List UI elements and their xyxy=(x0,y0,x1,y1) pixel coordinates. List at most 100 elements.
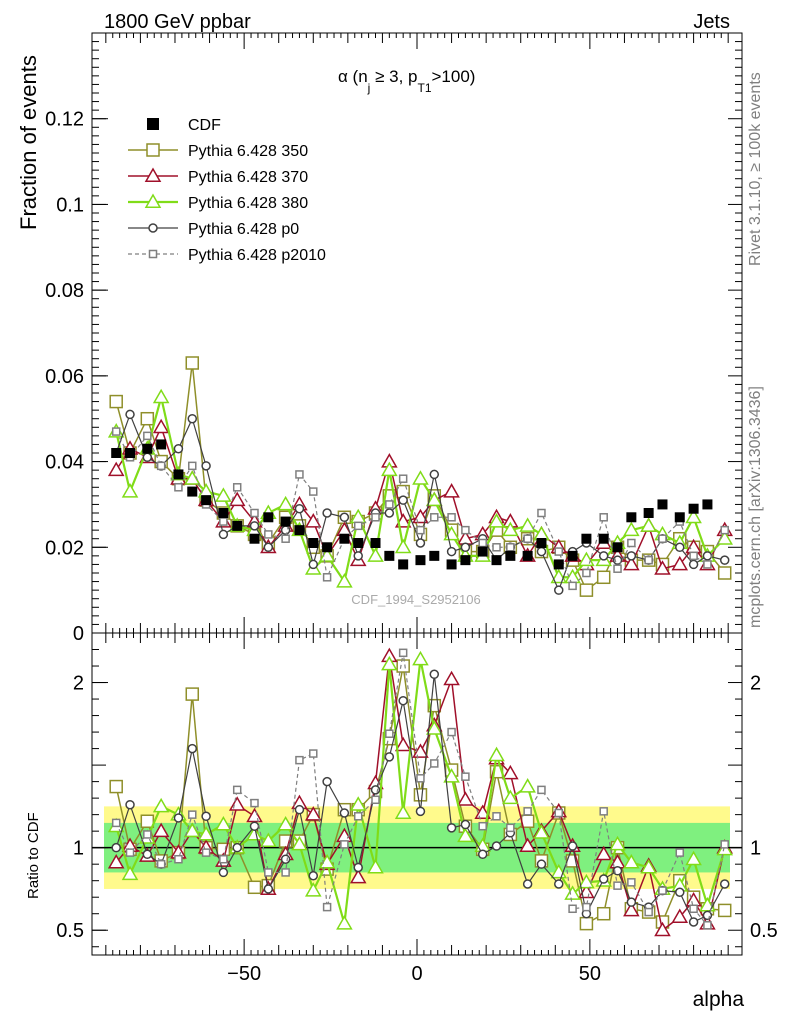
data-point xyxy=(447,513,456,522)
legend-marker xyxy=(148,249,158,259)
y-tick-label: 0.04 xyxy=(45,452,84,474)
y-axis-label-top: Fraction of events xyxy=(16,55,41,230)
data-point xyxy=(152,418,170,434)
legend-label: Pythia 6.428 350 xyxy=(188,143,308,160)
data-point xyxy=(416,525,425,535)
y-tick-label: 1 xyxy=(73,838,84,860)
ratio-point xyxy=(394,736,412,752)
y-tick-label: 2 xyxy=(73,673,84,695)
ratio-point xyxy=(304,806,322,821)
ratio-point xyxy=(658,886,667,895)
ratio-point xyxy=(502,764,519,780)
ratio-point xyxy=(381,655,398,671)
ratio-point xyxy=(685,850,702,866)
data-point xyxy=(109,394,123,409)
data-point xyxy=(381,461,398,477)
data-point xyxy=(460,542,471,553)
ratio-point xyxy=(183,822,201,838)
data-point xyxy=(720,525,729,535)
y-tick-label: 0.08 xyxy=(45,280,84,302)
legend-label: Pythia 6.428 380 xyxy=(188,195,308,212)
ratio-point xyxy=(654,921,671,937)
data-point xyxy=(232,483,242,492)
ratio-point xyxy=(519,837,536,853)
data-point xyxy=(658,534,667,543)
data-point xyxy=(519,517,536,532)
data-point xyxy=(371,513,380,522)
ratio-point xyxy=(201,848,211,857)
ratio-point xyxy=(457,827,474,843)
ratio-point xyxy=(703,921,712,930)
main-plot: 0 0.02 0.04 0.06 0.08 0.1 0.12 xyxy=(45,32,743,645)
ratio-point xyxy=(264,868,273,877)
ratio-point xyxy=(568,904,577,914)
cdf-point xyxy=(187,486,198,497)
ratio-point xyxy=(689,904,698,914)
ratio-point xyxy=(349,796,367,811)
ratio-point xyxy=(111,842,121,853)
data-point xyxy=(568,581,577,591)
data-point xyxy=(250,508,259,518)
data-point xyxy=(152,388,170,404)
ratio-point xyxy=(219,854,228,864)
title-ge: ≥ 3, p xyxy=(370,67,417,86)
ratio-point xyxy=(140,814,155,828)
ratio-point xyxy=(398,648,408,658)
y-axis-label-bottom: Ratio to CDF xyxy=(25,812,42,899)
y-tick-label-right: 1 xyxy=(750,838,761,860)
ratio-point xyxy=(567,841,578,851)
ratio-point xyxy=(491,841,502,851)
ratio-point xyxy=(322,902,332,912)
data-point xyxy=(425,491,443,507)
ratio-point xyxy=(398,695,408,706)
data-point xyxy=(554,547,564,556)
cdf-point xyxy=(626,512,637,523)
ratio-point xyxy=(595,845,612,861)
cdf-point xyxy=(598,533,609,544)
ratio-point xyxy=(156,859,166,869)
cdf-point xyxy=(505,550,516,561)
data-point xyxy=(385,500,394,509)
ratio-point xyxy=(446,823,457,833)
cdf-point xyxy=(111,448,122,458)
legend-marker xyxy=(146,143,160,157)
ratio-point xyxy=(623,901,640,917)
ratio-point xyxy=(492,812,501,821)
ratio-point xyxy=(671,908,689,924)
cdf-point xyxy=(280,516,291,527)
cdf-point xyxy=(370,538,381,548)
data-point xyxy=(394,538,412,554)
data-point xyxy=(488,513,505,528)
header-jets: Jets xyxy=(693,11,730,33)
ratio-point xyxy=(416,774,425,783)
ratio-point xyxy=(533,824,550,839)
data-point xyxy=(277,495,294,511)
legend-label: Pythia 6.428 p0 xyxy=(188,221,299,238)
x-tick-label: −50 xyxy=(227,963,261,985)
ratio-point xyxy=(506,823,515,833)
data-point xyxy=(688,559,699,570)
data-point xyxy=(218,529,229,540)
data-point xyxy=(717,566,732,580)
ratio-point xyxy=(536,859,547,869)
data-point xyxy=(187,413,198,424)
ratio-point xyxy=(415,806,426,817)
ratio-point xyxy=(152,797,170,813)
data-point xyxy=(188,461,197,471)
legend-marker xyxy=(144,167,162,182)
ratio-point xyxy=(413,788,428,802)
cdf-point xyxy=(643,508,654,518)
data-point xyxy=(309,487,318,496)
ratio-point xyxy=(644,907,653,917)
plot-title: α (nj ≥ 3, pT1>100) xyxy=(338,67,475,95)
cdf-point xyxy=(322,542,333,553)
ratio-point xyxy=(232,842,242,853)
ratio-point xyxy=(429,669,440,680)
y-tick-label: 0.1 xyxy=(56,194,84,216)
data-point xyxy=(623,521,640,537)
ratio-point xyxy=(281,868,290,877)
data-point xyxy=(353,521,363,531)
ratio-point xyxy=(443,670,460,686)
data-point xyxy=(174,483,183,492)
ratio-point xyxy=(578,873,595,889)
